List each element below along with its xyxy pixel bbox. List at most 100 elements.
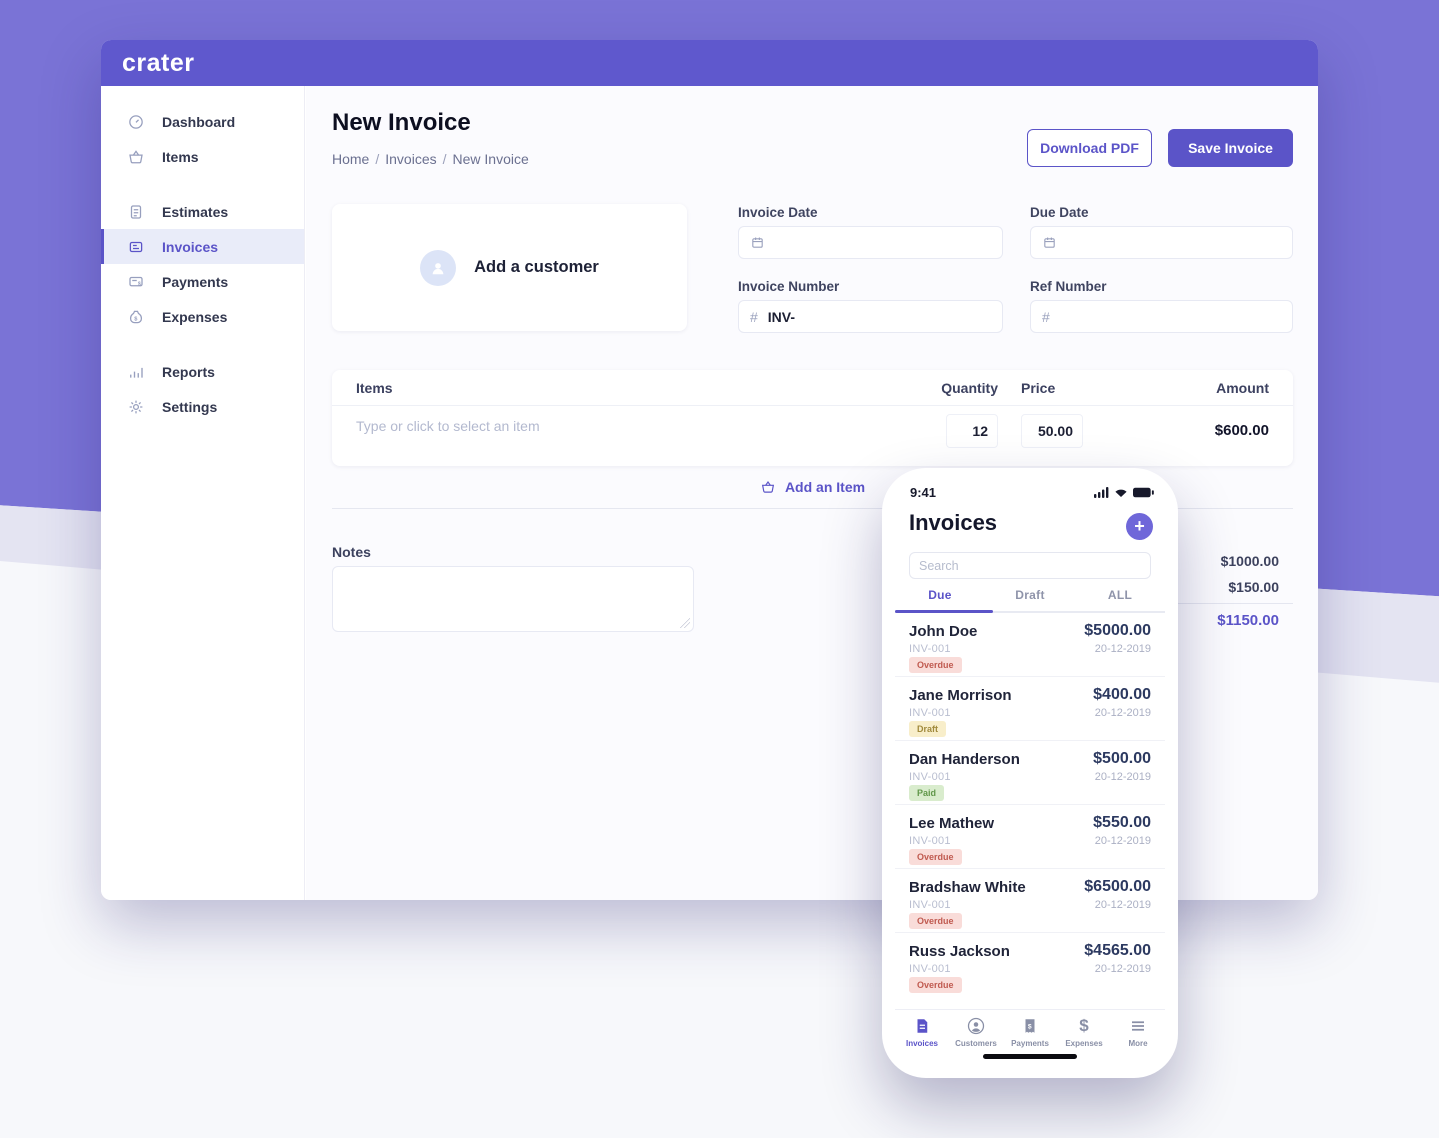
invoice-customer-name: Russ Jackson	[909, 943, 1010, 960]
invoice-list-item[interactable]: Jane Morrison $400.00 INV-001 20-12-2019…	[895, 677, 1165, 741]
item-select-input[interactable]: Type or click to select an item	[356, 418, 540, 434]
plus-icon: +	[1134, 516, 1145, 536]
sidebar-item-label: Expenses	[162, 308, 228, 325]
svg-text:$: $	[1028, 1024, 1032, 1031]
phone-search-input[interactable]	[909, 552, 1151, 579]
invoice-icon	[913, 1017, 931, 1035]
download-pdf-button[interactable]: Download PDF	[1027, 129, 1152, 167]
add-customer-card[interactable]: Add a customer	[332, 204, 687, 331]
invoice-date: 20-12-2019	[1094, 899, 1151, 911]
sidebar: Dashboard Items Estimates Invoices	[101, 86, 305, 900]
add-item-row: Add an Item	[332, 466, 1293, 509]
items-table: Items Quantity Price Amount Type or clic…	[332, 370, 1293, 466]
sidebar-item-expenses[interactable]: $ Expenses	[101, 299, 304, 334]
sidebar-item-items[interactable]: Items	[101, 139, 304, 174]
active-tab-indicator	[895, 610, 993, 613]
invoice-customer-name: Bradshaw White	[909, 879, 1026, 896]
phone-mockup: 9:41 Invoices + Due Draft ALL John Doe	[882, 468, 1178, 1078]
save-invoice-button[interactable]: Save Invoice	[1168, 129, 1293, 167]
gear-icon	[127, 398, 145, 416]
hash-icon: #	[750, 308, 758, 325]
invoice-date: 20-12-2019	[1094, 963, 1151, 975]
invoice-amount: $500.00	[1093, 750, 1151, 767]
sidebar-group-gap	[101, 334, 304, 354]
nav-item-payments[interactable]: $ Payments	[1003, 1017, 1057, 1048]
invoice-list-item[interactable]: Russ Jackson $4565.00 INV-001 20-12-2019…	[895, 933, 1165, 997]
invoice-icon	[127, 238, 145, 256]
nav-item-label: More	[1128, 1039, 1148, 1048]
nav-item-label: Payments	[1011, 1039, 1049, 1048]
breadcrumb-current: New Invoice	[452, 151, 529, 167]
sidebar-item-reports[interactable]: Reports	[101, 354, 304, 389]
add-item-button[interactable]: Add an Item	[760, 479, 865, 495]
invoice-number-input[interactable]: # INV-	[738, 300, 1003, 333]
tab-due[interactable]: Due	[928, 588, 952, 602]
invoice-number-value: INV-	[767, 308, 796, 325]
notes-textarea[interactable]	[332, 566, 694, 632]
calendar-icon	[750, 235, 765, 250]
nav-item-more[interactable]: More	[1111, 1017, 1165, 1048]
svg-text:$: $	[134, 316, 138, 322]
tab-all[interactable]: ALL	[1107, 588, 1133, 602]
totals-summary: $1000.00 $150.00 $1150.00	[993, 548, 1293, 635]
add-customer-label: Add a customer	[474, 258, 599, 276]
bar-chart-icon	[127, 363, 145, 381]
customer-avatar-icon	[420, 249, 457, 286]
battery-icon	[1133, 487, 1154, 498]
quantity-input[interactable]: 12	[946, 414, 998, 448]
invoice-date: 20-12-2019	[1094, 707, 1151, 719]
nav-item-invoices[interactable]: Invoices	[895, 1017, 949, 1048]
sidebar-item-invoices[interactable]: Invoices	[101, 229, 304, 264]
hash-icon: #	[1042, 308, 1050, 325]
sidebar-item-label: Estimates	[162, 203, 229, 220]
tab-track	[895, 611, 1165, 613]
nav-item-label: Customers	[955, 1039, 997, 1048]
nav-item-label: Invoices	[905, 1039, 938, 1048]
invoice-amount: $6500.00	[1084, 878, 1151, 895]
invoice-number: INV-001	[909, 771, 951, 783]
sidebar-item-estimates[interactable]: Estimates	[101, 194, 304, 229]
nav-item-label: Expenses	[1065, 1039, 1103, 1048]
sidebar-item-payments[interactable]: $ Payments	[101, 264, 304, 299]
quantity-column-header: Quantity	[941, 380, 998, 396]
page-title: New Invoice	[332, 109, 471, 136]
ref-number-input[interactable]: #	[1030, 300, 1293, 333]
person-icon	[967, 1017, 985, 1035]
cellular-signal-icon	[1094, 487, 1109, 498]
status-badge: Overdue	[909, 849, 962, 865]
invoice-list-item[interactable]: Dan Handerson $500.00 INV-001 20-12-2019…	[895, 741, 1165, 805]
price-input[interactable]: 50.00	[1021, 414, 1083, 448]
invoice-list-item[interactable]: Lee Mathew $550.00 INV-001 20-12-2019 Ov…	[895, 805, 1165, 869]
add-invoice-button[interactable]: +	[1126, 513, 1153, 540]
invoice-date-input[interactable]	[738, 226, 1003, 259]
invoice-amount: $4565.00	[1084, 942, 1151, 959]
sidebar-item-dashboard[interactable]: Dashboard	[101, 104, 304, 139]
invoice-amount: $550.00	[1093, 814, 1151, 831]
menu-icon	[1129, 1017, 1147, 1035]
nav-item-expenses[interactable]: $ Expenses	[1057, 1017, 1111, 1049]
total-value: $1150.00	[1217, 612, 1279, 629]
breadcrumb-invoices[interactable]: Invoices	[385, 151, 437, 167]
invoice-customer-name: Jane Morrison	[909, 687, 1012, 704]
basket-icon	[127, 148, 145, 166]
nav-item-customers[interactable]: Customers	[949, 1017, 1003, 1048]
due-date-label: Due Date	[1030, 205, 1089, 220]
items-table-header: Items Quantity Price Amount	[332, 370, 1293, 406]
tab-draft[interactable]: Draft	[1015, 588, 1045, 602]
calendar-icon	[1042, 235, 1057, 250]
due-date-input[interactable]	[1030, 226, 1293, 259]
invoice-date: 20-12-2019	[1094, 835, 1151, 847]
invoice-list-item[interactable]: Bradshaw White $6500.00 INV-001 20-12-20…	[895, 869, 1165, 933]
status-bar-icons	[1094, 487, 1154, 498]
breadcrumb-home[interactable]: Home	[332, 151, 370, 167]
home-indicator[interactable]	[983, 1054, 1077, 1059]
status-badge: Draft	[909, 721, 947, 737]
sidebar-item-settings[interactable]: Settings	[101, 389, 304, 424]
phone-page-title: Invoices	[909, 510, 998, 535]
dashboard-icon	[127, 113, 145, 131]
invoice-list-item[interactable]: John Doe $5000.00 INV-001 20-12-2019 Ove…	[895, 613, 1165, 677]
app-topbar: crater	[101, 40, 1318, 86]
resize-grip-icon[interactable]	[680, 618, 690, 628]
basket-add-icon	[760, 479, 776, 495]
